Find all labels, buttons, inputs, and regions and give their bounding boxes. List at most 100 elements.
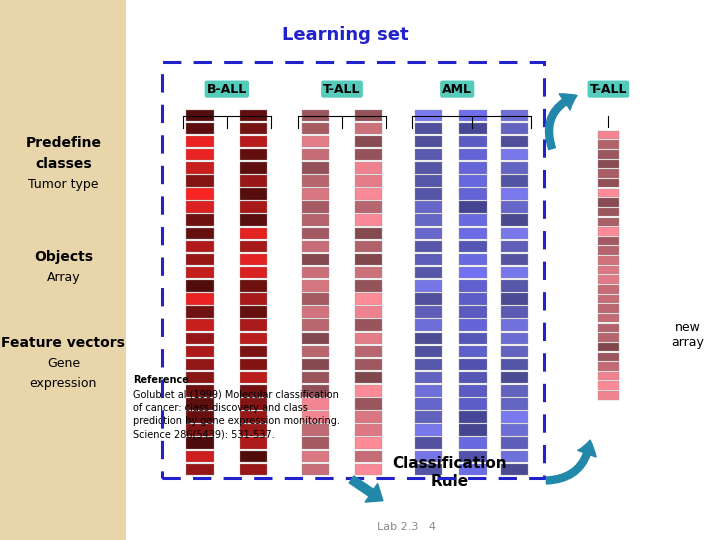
Bar: [598, 170, 619, 178]
Bar: [302, 214, 329, 226]
Bar: [501, 280, 528, 292]
Bar: [501, 254, 528, 265]
Bar: [186, 333, 214, 344]
Bar: [415, 149, 442, 160]
Bar: [186, 306, 214, 318]
Bar: [186, 372, 214, 383]
Bar: [186, 280, 214, 292]
Bar: [355, 201, 382, 213]
Bar: [186, 136, 214, 147]
Bar: [240, 319, 267, 331]
Bar: [186, 267, 214, 279]
Bar: [302, 385, 329, 396]
Bar: [501, 372, 528, 383]
Bar: [415, 241, 442, 252]
Bar: [355, 136, 382, 147]
Bar: [598, 372, 619, 380]
Bar: [302, 293, 329, 305]
Bar: [302, 267, 329, 279]
Bar: [415, 267, 442, 279]
Bar: [459, 110, 487, 121]
Bar: [302, 464, 329, 475]
Bar: [240, 149, 267, 160]
Text: T-ALL: T-ALL: [590, 83, 627, 96]
Bar: [355, 241, 382, 252]
Bar: [355, 464, 382, 475]
Bar: [302, 411, 329, 423]
Bar: [459, 280, 487, 292]
Bar: [501, 267, 528, 279]
Bar: [501, 241, 528, 252]
Bar: [355, 227, 382, 239]
Text: AML: AML: [442, 83, 472, 96]
Bar: [459, 398, 487, 410]
Bar: [415, 110, 442, 121]
Bar: [415, 385, 442, 396]
Bar: [598, 275, 619, 284]
Bar: [415, 201, 442, 213]
Text: B-ALL: B-ALL: [207, 83, 247, 96]
Bar: [459, 293, 487, 305]
Bar: [415, 123, 442, 134]
Bar: [501, 201, 528, 213]
Bar: [501, 162, 528, 173]
Bar: [598, 150, 619, 159]
Bar: [415, 398, 442, 410]
Bar: [501, 346, 528, 357]
Bar: [186, 437, 214, 449]
Bar: [598, 314, 619, 322]
Bar: [240, 293, 267, 305]
Bar: [598, 160, 619, 168]
Bar: [186, 450, 214, 462]
Bar: [501, 319, 528, 331]
Bar: [459, 227, 487, 239]
Bar: [415, 372, 442, 383]
Bar: [459, 359, 487, 370]
Bar: [355, 333, 382, 344]
Bar: [240, 267, 267, 279]
Text: Reference: Reference: [133, 375, 189, 386]
Bar: [459, 437, 487, 449]
Bar: [240, 424, 267, 436]
Bar: [501, 188, 528, 200]
Bar: [186, 319, 214, 331]
Bar: [415, 333, 442, 344]
Bar: [501, 359, 528, 370]
Bar: [598, 391, 619, 400]
Bar: [355, 372, 382, 383]
Text: Feature vectors: Feature vectors: [1, 336, 125, 350]
Bar: [415, 319, 442, 331]
Bar: [240, 385, 267, 396]
Bar: [355, 214, 382, 226]
Bar: [459, 267, 487, 279]
Bar: [240, 227, 267, 239]
Bar: [598, 323, 619, 332]
Bar: [598, 198, 619, 207]
Bar: [501, 149, 528, 160]
Bar: [302, 162, 329, 173]
Bar: [240, 175, 267, 187]
Bar: [415, 227, 442, 239]
Bar: [459, 241, 487, 252]
Bar: [0, 0, 126, 540]
Bar: [186, 359, 214, 370]
Bar: [501, 214, 528, 226]
Bar: [415, 162, 442, 173]
Bar: [415, 424, 442, 436]
Bar: [302, 227, 329, 239]
Bar: [501, 464, 528, 475]
Bar: [186, 346, 214, 357]
Bar: [240, 201, 267, 213]
Bar: [459, 372, 487, 383]
Text: Array: Array: [47, 271, 80, 284]
Bar: [501, 293, 528, 305]
Bar: [355, 162, 382, 173]
Bar: [162, 62, 544, 478]
Bar: [240, 450, 267, 462]
Bar: [302, 110, 329, 121]
Bar: [186, 385, 214, 396]
Bar: [598, 353, 619, 361]
Bar: [598, 246, 619, 255]
Bar: [598, 227, 619, 235]
Bar: [459, 214, 487, 226]
